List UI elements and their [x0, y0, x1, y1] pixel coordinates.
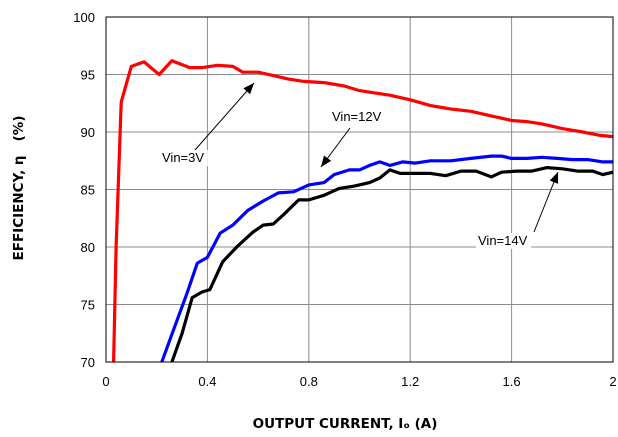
series-line-vin-12v — [160, 154, 613, 363]
annotation-arrow-line — [194, 82, 255, 151]
x-tick-label: 1.2 — [401, 374, 419, 389]
x-tick-label: 0.4 — [198, 374, 216, 389]
y-tick-labels: 100 95 90 85 80 75 70 — [73, 10, 95, 370]
annotation-arrowhead — [549, 172, 559, 184]
annotation-label: Vin=14V — [478, 233, 528, 248]
annotation-label: Vin=3V — [162, 150, 204, 165]
plot-frame — [105, 16, 614, 363]
annotation-label: Vin=12V — [332, 109, 382, 124]
y-tick-label: 95 — [81, 68, 95, 83]
annotation-label-background — [160, 150, 208, 166]
annotation-arrowhead — [243, 83, 254, 95]
y-tick-label: 70 — [81, 355, 95, 370]
y-tick-label: 75 — [81, 298, 95, 313]
x-axis-title: OUTPUT CURRENT, Iₒ (A) — [253, 416, 438, 432]
y-axis-title: EFFICIENCY, η (%) — [11, 116, 27, 261]
series-lines — [112, 59, 614, 363]
y-tick-label: 90 — [81, 125, 95, 140]
annotations: Vin=3V Vin=12V Vin=14V — [160, 109, 532, 249]
y-tick-label: 85 — [81, 183, 95, 198]
annotation-label-background — [330, 109, 386, 125]
y-tick-label: 80 — [81, 240, 95, 255]
x-tick-label: 0 — [102, 374, 109, 389]
annotation-arrows — [194, 82, 559, 233]
y-tick-label: 100 — [73, 10, 95, 25]
x-tick-labels: 0 0.4 0.8 1.2 1.6 2 — [102, 374, 616, 389]
annotation-arrowhead — [321, 155, 332, 167]
x-tick-label: 2 — [609, 374, 616, 389]
annotation-label-background — [476, 233, 532, 249]
x-tick-label: 0.8 — [300, 374, 318, 389]
x-tick-label: 1.6 — [503, 374, 521, 389]
series-line-vin-3v — [112, 59, 614, 363]
series-line-vin-14v — [170, 166, 614, 363]
